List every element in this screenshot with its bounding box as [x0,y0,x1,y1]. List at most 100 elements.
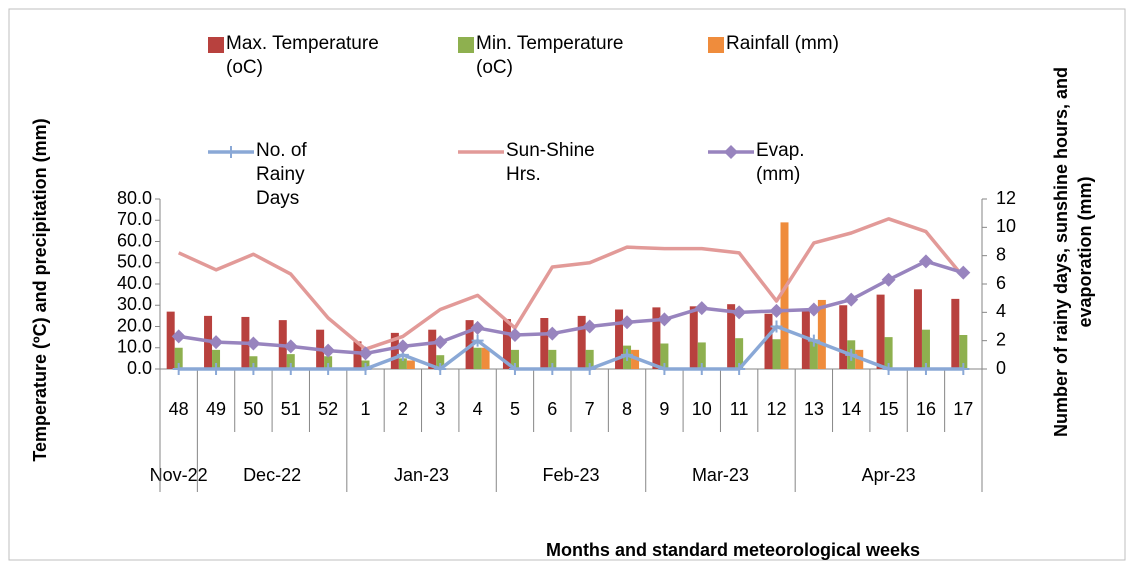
line [178,324,964,371]
marker [732,305,747,320]
y-tick-label: 60.0 [117,230,152,250]
bar [772,339,781,369]
bar [548,349,557,369]
legend-symbol [208,146,254,158]
marker [582,319,597,334]
bar [174,347,183,369]
legend-label: Sun-Shine Hrs. [506,140,595,185]
marker [470,320,485,335]
marker [546,363,559,375]
line-series [177,217,965,351]
y-tick-label: 0.0 [127,358,152,378]
bar [780,222,789,369]
marker [807,334,820,347]
y2-tick-label: 0 [996,358,1006,378]
marker [321,343,336,358]
bar [884,337,893,369]
legend-item: Max. Temperature (oC) [206,32,391,80]
marker [434,363,447,375]
marker [283,339,298,354]
bar [540,318,549,369]
marker [359,363,372,375]
bar [697,342,706,369]
bar [324,356,333,369]
y2-tick-label: 2 [996,329,1006,349]
y-axis-title: Temperature (ºC) and precipitation (mm) [30,118,50,462]
legend-item: No. of Rainy Days [206,139,346,211]
marker [919,363,932,375]
marker [845,348,858,361]
line [177,217,965,351]
x-tick-label: 6 [547,399,557,419]
bar [481,347,490,369]
marker [433,335,448,350]
bar [876,294,885,369]
chart-frame [8,8,1126,561]
x-tick-label: 1 [360,399,370,419]
group-label: Nov-22 [150,465,208,485]
bar [764,313,773,369]
bar [727,304,736,369]
x-tick-label: 12 [766,399,786,419]
bar [585,349,594,369]
bar [735,338,744,369]
x-tick-label: 51 [281,399,301,419]
bar [502,319,511,369]
bar [660,343,669,369]
bar [913,289,922,369]
marker [770,320,783,333]
bar [959,335,968,369]
group-label: Apr-23 [862,465,916,485]
marker [918,254,933,269]
bar [436,355,445,369]
x-tick-label: 2 [398,399,408,419]
marker [620,315,635,330]
marker [507,328,522,342]
group-label: Jan-23 [394,465,449,485]
legend-symbol [458,150,504,154]
bar [286,354,295,369]
marker [583,363,596,375]
y2-tick-label: 6 [996,273,1006,293]
group-label: Mar-23 [692,465,749,485]
marker [209,335,224,350]
bar [951,298,960,369]
x-tick-label: 13 [804,399,824,419]
bar [839,305,848,369]
legend-marker [225,146,237,158]
x-tick-label: 49 [206,399,226,419]
y2-tick-label: 10 [996,216,1016,236]
y2-tick-label: 4 [996,301,1006,321]
bar [353,341,362,369]
marker [956,265,971,280]
group-label: Feb-23 [542,465,599,485]
bar [652,307,661,369]
marker [395,339,410,354]
x-tick-label: 7 [585,399,595,419]
x-tick-label: 9 [659,399,669,419]
bar [249,356,258,369]
x-tick-label: 52 [318,399,338,419]
bar [390,332,399,369]
marker [957,363,970,375]
y2-tick-label: 8 [996,244,1006,264]
marker [657,312,672,327]
x-tick-label: 17 [953,399,973,419]
x-tick-label: 15 [879,399,899,419]
marker [508,363,521,375]
y-tick-label: 70.0 [117,209,152,229]
x-axis-title: Months and standard meteorological weeks [545,540,921,560]
bar [689,306,698,369]
legend-item: Rainfall (mm) [706,32,891,56]
bar [921,329,930,369]
marker [769,303,784,318]
bar [428,329,437,369]
y-tick-label: 30.0 [117,294,152,314]
legend-label: Rainfall (mm) [726,33,839,54]
legend-label: Max. Temperature (oC) [226,33,379,78]
marker [171,329,186,344]
legend-item: Min. Temperature (oC) [456,32,641,80]
legend-swatch [708,37,724,53]
bar [510,349,519,369]
legend-label: No. of Rainy Days [256,140,307,209]
